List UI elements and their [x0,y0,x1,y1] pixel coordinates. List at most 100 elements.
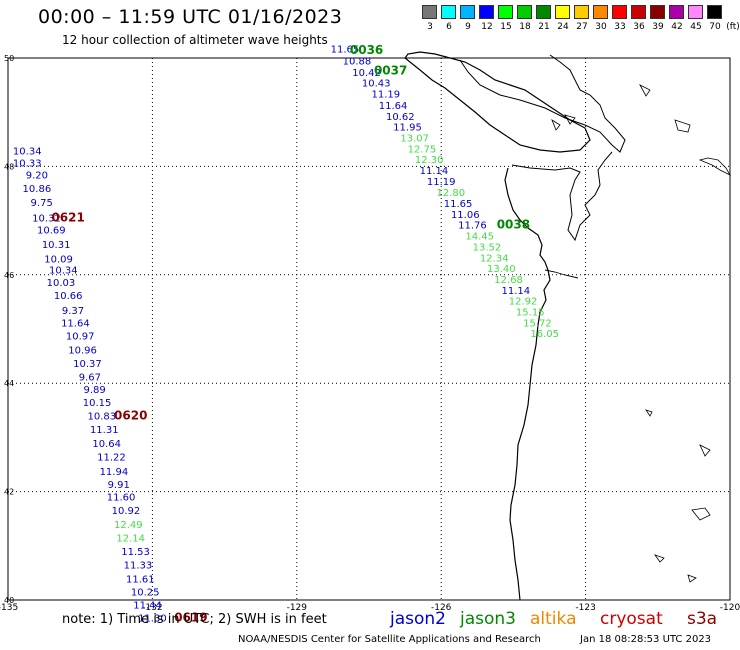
satellite-legend-jason2: jason2 [390,609,446,629]
latitude-tick-label: 48 [4,162,14,171]
wave-height-value: 10.09 [44,254,73,265]
legend-label: 45 [690,22,702,32]
legend-label: 36 [633,22,645,32]
longitude-tick-label: -129 [287,603,308,613]
pass-time-label: 0619 [174,611,207,625]
wave-height-value: 11.33 [124,561,153,572]
wave-height-value: 16.05 [530,329,559,340]
legend-label: 21 [538,22,550,32]
legend-swatch [517,5,532,19]
wave-height-value: 11.53 [121,547,150,558]
coastline-mainland [504,167,551,601]
wave-height-value: 11.14 [501,286,530,297]
legend-label: 6 [446,22,452,32]
credit-text: NOAA/NESDIS Center for Satellite Applica… [238,634,541,645]
wave-height-value: 9.37 [62,306,84,317]
legend-swatch [441,5,456,19]
wave-height-value: 10.92 [112,506,141,517]
wave-height-value: 11.06 [451,210,480,221]
coastline-vancouver-island [404,51,591,153]
legend-swatch [574,5,589,19]
pass-time-label: 0620 [114,409,147,423]
satellite-legend-s3a: s3a [687,609,718,629]
wave-height-value: 12.30 [415,155,444,166]
longitude-tick-label: -120 [720,603,740,613]
wave-height-value: 9.75 [31,198,53,209]
wave-height-value: 12.75 [408,144,437,155]
legend-label: 42 [671,22,683,32]
wave-height-value: 11.31 [90,425,119,436]
wave-height-points: 10.3410.339.2010.869.7510.3210.6910.3110… [13,43,559,624]
legend-label: 70 [709,22,721,32]
wave-height-value: 10.32 [32,214,61,225]
coastline-bc-mainland [459,54,626,153]
legend-swatch [498,5,513,19]
coastline [404,51,732,601]
wave-height-value: 11.76 [458,221,487,232]
wave-height-value: 11.44 [133,601,162,612]
satellite-legend-cryosat: cryosat [600,609,663,629]
footnote: note: 1) Time is in UTC; 2) SWH is in fe… [62,612,327,627]
legend-label: 12 [481,22,493,32]
wave-height-value: 12.68 [494,275,523,286]
wave-height-value: 11.64 [379,101,408,112]
legend-label: 27 [576,22,588,32]
wave-height-value: 10.88 [343,57,372,68]
legend-swatch [612,5,627,19]
satellite-legend-altika: altika [530,609,577,629]
pass-time-label: 0621 [51,211,84,225]
latitude-tick-label: 42 [4,488,14,497]
legend-swatch [479,5,494,19]
wave-height-value: 12.14 [116,533,145,544]
map-subtitle: 12 hour collection of altimeter wave hei… [62,33,328,47]
longitude-tick-label: -132 [142,603,162,613]
wave-height-value: 10.62 [386,112,415,123]
pass-time-label: 0038 [497,218,530,232]
wave-height-value: 10.43 [362,79,391,90]
wave-height-value: 9.20 [26,170,48,181]
wave-height-value: 12.49 [114,520,143,531]
wave-height-value: 9.89 [84,385,106,396]
legend-label: 33 [614,22,626,32]
wave-height-value: 10.37 [73,359,102,370]
wave-height-value: 11.19 [372,90,401,101]
map-title: 00:00 – 11:59 UTC 01/16/2023 [38,6,343,28]
pass-time-label: 0037 [374,63,407,77]
wave-height-value: 10.15 [83,398,112,409]
legend-label: 15 [500,22,512,32]
legend-label: 39 [652,22,664,32]
coastline-islands [551,84,732,583]
legend-swatch [650,5,665,19]
legend-swatch [422,5,437,19]
wave-height-value: 10.97 [66,331,95,342]
map-frame [7,57,731,601]
wave-height-value: 11.14 [420,166,449,177]
legend-swatch [593,5,608,19]
timestamp-text: Jan 18 08:28:53 UTC 2023 [580,634,712,645]
wave-height-value: 11.95 [393,123,422,134]
legend-label: 18 [519,22,531,32]
wave-height-value: 10.25 [131,588,160,599]
wave-height-value: 11.65 [444,199,473,210]
pass-time-label: 0036 [350,43,383,57]
wave-height-value: 10.03 [47,278,76,289]
wave-height-value: 10.66 [54,291,83,302]
wave-height-value: 12.80 [437,188,466,199]
legend-swatch [707,5,722,19]
latitude-tick-label: 50 [4,54,14,63]
coastline-columbia-river [544,269,579,279]
wave-height-value: 10.33 [13,158,42,169]
latitude-tick-label: 40 [4,596,14,605]
wave-height-value: 11.30 [138,614,167,625]
legend-label: 24 [557,22,569,32]
wave-height-value: 10.64 [92,439,121,450]
wave-height-value: 10.34 [13,146,42,157]
wave-height-value: 12.92 [509,297,538,308]
legend-label: 3 [427,22,433,32]
wave-height-value: 11.61 [126,575,155,586]
legend-swatch [631,5,646,19]
wave-height-value: 10.86 [23,184,52,195]
wave-height-value: 13.40 [487,264,516,275]
legend-unit: (ft) [726,22,740,32]
